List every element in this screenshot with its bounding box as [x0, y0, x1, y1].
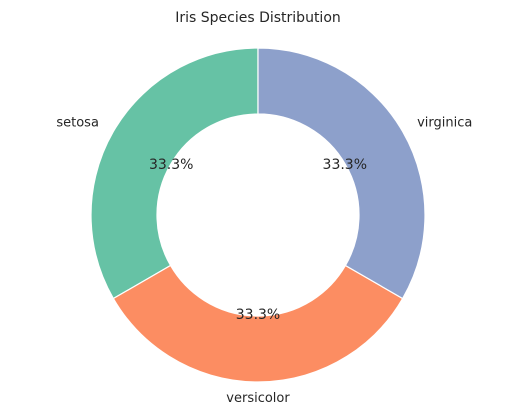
slice-labels: setosa 33.3% versicolor 33.3% virginica 33.3% — [56, 116, 472, 407]
slice-setosa — [90, 47, 259, 300]
donut-slices — [90, 47, 426, 383]
slice-label-setosa: setosa — [56, 116, 99, 131]
slice-label-virginica: virginica — [417, 116, 472, 131]
pct-label-setosa: 33.3% — [149, 157, 193, 173]
chart-title: Iris Species Distribution — [175, 10, 341, 26]
pct-label-virginica: 33.3% — [323, 157, 367, 173]
slice-label-versicolor: versicolor — [226, 391, 290, 406]
pct-label-versicolor: 33.3% — [236, 307, 280, 323]
slice-versicolor — [112, 264, 404, 383]
slice-virginica — [257, 47, 426, 300]
